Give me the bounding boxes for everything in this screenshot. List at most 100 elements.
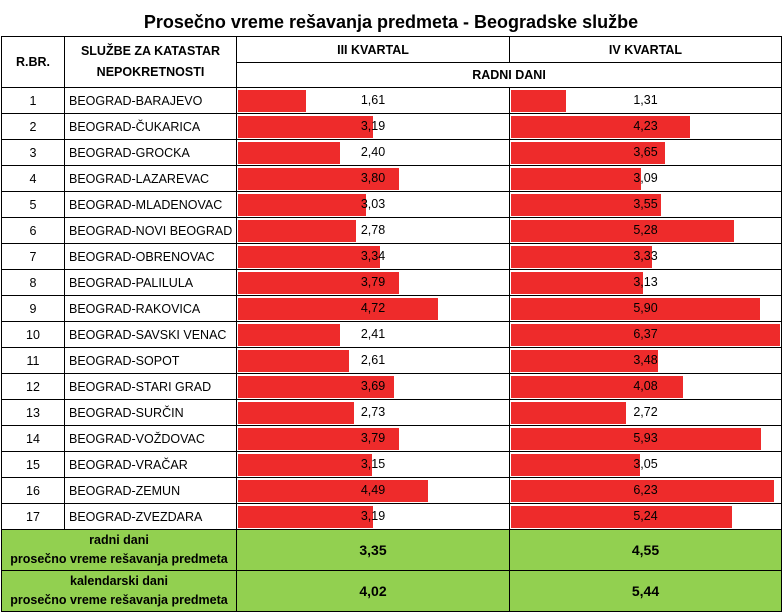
q3-value: 3,79	[360, 275, 386, 289]
summary-q4-value: 5,44	[509, 570, 782, 612]
row-number: 1	[1, 87, 65, 114]
data-table: R.BR. SLUŽBE ZA KATASTAR NEPOKRETNOSTI I…	[1, 36, 782, 612]
service-name: BEOGRAD-ČUKARICA	[64, 113, 237, 140]
table-row: 1 BEOGRAD-BARAJEVO 1,61 1,31	[1, 87, 782, 114]
q3-value: 4,72	[360, 301, 386, 315]
q4-cell: 2,72	[509, 399, 782, 426]
q3-bar	[238, 116, 373, 138]
q3-bar	[238, 428, 399, 450]
q3-value: 2,73	[360, 405, 386, 419]
q4-cell: 3,33	[509, 243, 782, 270]
summary-label-line1: radni dani	[89, 533, 149, 547]
table-row: 2 BEOGRAD-ČUKARICA 3,19 4,23	[1, 113, 782, 140]
q4-value: 3,55	[633, 197, 658, 211]
q4-cell: 3,55	[509, 191, 782, 218]
q3-cell: 4,49	[236, 477, 510, 504]
service-name: BEOGRAD-GROCKA	[64, 139, 237, 166]
q4-value: 5,24	[633, 509, 658, 523]
q3-cell: 2,41	[236, 321, 510, 348]
q3-bar	[238, 376, 394, 398]
q3-value: 2,40	[360, 145, 386, 159]
q4-value: 5,90	[633, 301, 658, 315]
q4-cell: 3,09	[509, 165, 782, 192]
q3-bar	[238, 220, 356, 242]
q3-bar	[238, 402, 354, 424]
q4-bar	[511, 220, 734, 242]
table-row: 10 BEOGRAD-SAVSKI VENAC 2,41 6,37	[1, 321, 782, 348]
table-row: 9 BEOGRAD-RAKOVICA 4,72 5,90	[1, 295, 782, 322]
row-number: 9	[1, 295, 65, 322]
q3-cell: 2,73	[236, 399, 510, 426]
summary-label-line2: prosečno vreme rešavanja predmeta	[10, 593, 228, 607]
q3-value: 3,34	[360, 249, 386, 263]
table-row: 11 BEOGRAD-SOPOT 2,61 3,48	[1, 347, 782, 374]
summary-q4-value: 4,55	[509, 529, 782, 571]
row-number: 2	[1, 113, 65, 140]
header-service: SLUŽBE ZA KATASTAR NEPOKRETNOSTI	[64, 36, 237, 88]
q4-value: 3,33	[633, 249, 658, 263]
service-name: BEOGRAD-VRAČAR	[64, 451, 237, 478]
q3-bar	[238, 142, 340, 164]
header-q3: III KVARTAL	[236, 36, 510, 63]
q3-cell: 2,40	[236, 139, 510, 166]
q4-bar	[511, 402, 626, 424]
q3-bar	[238, 168, 399, 190]
q3-bar	[238, 324, 340, 346]
summary-label-line2: prosečno vreme rešavanja predmeta	[10, 552, 228, 566]
q3-cell: 2,61	[236, 347, 510, 374]
service-name: BEOGRAD-MLADENOVAC	[64, 191, 237, 218]
table-row: 15 BEOGRAD-VRAČAR 3,15 3,05	[1, 451, 782, 478]
q3-value: 3,15	[360, 457, 386, 471]
row-number: 6	[1, 217, 65, 244]
table-row: 4 BEOGRAD-LAZAREVAC 3,80 3,09	[1, 165, 782, 192]
q4-bar	[511, 324, 780, 346]
q4-bar	[511, 194, 661, 216]
q4-bar	[511, 298, 760, 320]
q3-bar	[238, 350, 349, 372]
q3-value: 1,61	[360, 93, 386, 107]
q4-value: 3,09	[633, 171, 658, 185]
q4-value: 6,37	[633, 327, 658, 341]
row-number: 4	[1, 165, 65, 192]
table-row: 5 BEOGRAD-MLADENOVAC 3,03 3,55	[1, 191, 782, 218]
q4-value: 4,08	[633, 379, 658, 393]
q3-cell: 3,19	[236, 503, 510, 530]
service-name: BEOGRAD-SOPOT	[64, 347, 237, 374]
summary-q3-value: 3,35	[236, 529, 510, 571]
q3-cell: 3,79	[236, 269, 510, 296]
q4-value: 2,72	[633, 405, 658, 419]
table-row: 7 BEOGRAD-OBRENOVAC 3,34 3,33	[1, 243, 782, 270]
q4-value: 3,48	[633, 353, 658, 367]
q3-value: 4,49	[360, 483, 386, 497]
q4-cell: 3,48	[509, 347, 782, 374]
table-row: 3 BEOGRAD-GROCKA 2,40 3,65	[1, 139, 782, 166]
table-row: 16 BEOGRAD-ZEMUN 4,49 6,23	[1, 477, 782, 504]
service-name: BEOGRAD-SAVSKI VENAC	[64, 321, 237, 348]
q4-bar	[511, 116, 690, 138]
page-title: Prosečno vreme rešavanja predmeta - Beog…	[143, 12, 639, 32]
q4-cell: 5,24	[509, 503, 782, 530]
q3-bar	[238, 454, 372, 476]
service-name: BEOGRAD-PALILULA	[64, 269, 237, 296]
q4-value: 3,65	[633, 145, 658, 159]
q4-bar	[511, 480, 774, 502]
q4-cell: 1,31	[509, 87, 782, 114]
q3-bar	[238, 194, 366, 216]
row-number: 17	[1, 503, 65, 530]
q4-value: 4,23	[633, 119, 658, 133]
q4-bar	[511, 168, 641, 190]
q4-cell: 4,23	[509, 113, 782, 140]
row-number: 13	[1, 399, 65, 426]
q3-cell: 3,19	[236, 113, 510, 140]
service-name: BEOGRAD-ZEMUN	[64, 477, 237, 504]
q4-bar	[511, 90, 566, 112]
row-number: 7	[1, 243, 65, 270]
q3-bar	[238, 246, 380, 268]
row-number: 15	[1, 451, 65, 478]
q4-bar	[511, 428, 761, 450]
table-row: 13 BEOGRAD-SURČIN 2,73 2,72	[1, 399, 782, 426]
q4-cell: 6,23	[509, 477, 782, 504]
table-row: 6 BEOGRAD-NOVI BEOGRAD 2,78 5,28	[1, 217, 782, 244]
q4-value: 3,13	[633, 275, 658, 289]
